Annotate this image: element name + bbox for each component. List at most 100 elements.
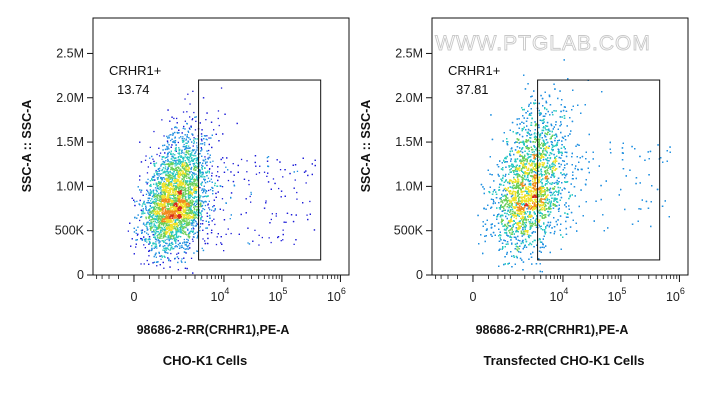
data-point bbox=[163, 156, 165, 158]
data-point bbox=[186, 123, 188, 125]
data-point bbox=[193, 211, 195, 213]
data-point bbox=[193, 192, 196, 194]
data-point bbox=[177, 179, 180, 181]
data-point bbox=[174, 207, 176, 209]
data-point bbox=[282, 176, 284, 178]
data-point bbox=[194, 196, 196, 198]
data-point bbox=[187, 202, 189, 204]
data-point bbox=[156, 230, 158, 233]
data-point bbox=[184, 170, 186, 172]
data-point bbox=[211, 229, 213, 231]
data-point bbox=[194, 189, 196, 191]
data-point bbox=[152, 192, 154, 194]
data-point bbox=[188, 212, 191, 214]
data-point bbox=[175, 217, 177, 219]
data-point bbox=[167, 252, 169, 254]
data-point bbox=[188, 180, 190, 182]
data-point bbox=[158, 213, 160, 215]
data-point bbox=[174, 194, 177, 196]
data-point bbox=[154, 253, 157, 256]
data-point bbox=[168, 210, 170, 212]
data-point bbox=[194, 190, 196, 192]
data-point bbox=[178, 185, 180, 187]
data-point bbox=[170, 150, 172, 152]
data-point bbox=[191, 217, 193, 219]
data-point bbox=[196, 160, 198, 162]
data-point bbox=[181, 261, 183, 263]
data-point bbox=[185, 165, 187, 168]
data-point bbox=[158, 214, 161, 216]
data-point bbox=[167, 210, 169, 212]
data-point bbox=[159, 206, 161, 208]
data-point bbox=[135, 232, 137, 234]
data-point bbox=[182, 177, 185, 179]
data-point bbox=[164, 200, 166, 202]
data-point bbox=[169, 196, 171, 198]
data-point bbox=[199, 162, 201, 164]
data-point bbox=[284, 195, 286, 197]
data-point bbox=[145, 209, 148, 211]
data-point bbox=[174, 175, 176, 177]
data-point bbox=[202, 229, 204, 231]
data-point bbox=[181, 140, 184, 142]
data-point bbox=[175, 224, 177, 226]
data-point bbox=[180, 206, 183, 208]
data-point bbox=[196, 185, 198, 187]
data-point bbox=[190, 257, 193, 259]
data-point bbox=[265, 200, 267, 202]
data-point bbox=[168, 171, 170, 173]
data-point bbox=[161, 195, 163, 198]
data-point bbox=[173, 197, 176, 200]
data-point bbox=[243, 178, 246, 180]
data-point bbox=[161, 177, 163, 180]
data-point bbox=[174, 190, 176, 192]
data-point bbox=[193, 252, 195, 254]
data-point bbox=[141, 238, 144, 240]
data-point bbox=[165, 251, 167, 254]
data-point bbox=[267, 165, 269, 167]
data-point bbox=[175, 231, 177, 233]
data-point bbox=[154, 245, 156, 248]
data-point bbox=[265, 202, 267, 204]
data-point bbox=[145, 216, 147, 218]
data-point bbox=[158, 173, 160, 175]
data-point bbox=[155, 243, 157, 246]
data-point bbox=[195, 165, 197, 167]
data-point bbox=[178, 184, 181, 187]
data-point bbox=[196, 206, 198, 208]
data-point bbox=[166, 202, 169, 205]
data-point bbox=[205, 227, 207, 229]
data-point bbox=[192, 216, 194, 219]
data-point bbox=[186, 267, 188, 270]
data-point bbox=[180, 221, 182, 223]
data-point bbox=[161, 203, 164, 205]
data-point bbox=[170, 204, 172, 207]
data-point bbox=[170, 188, 173, 190]
data-point bbox=[211, 165, 213, 167]
data-point bbox=[192, 231, 194, 233]
data-point bbox=[161, 212, 163, 214]
data-point bbox=[180, 214, 182, 216]
data-point bbox=[266, 160, 269, 162]
data-point bbox=[151, 247, 153, 250]
data-point bbox=[179, 207, 181, 210]
data-point bbox=[182, 182, 184, 184]
data-point bbox=[199, 199, 201, 201]
data-point bbox=[165, 199, 167, 201]
data-point bbox=[183, 209, 186, 211]
data-point bbox=[185, 181, 187, 183]
data-point bbox=[245, 198, 247, 200]
data-point bbox=[177, 132, 179, 134]
data-point bbox=[197, 235, 199, 237]
data-point bbox=[188, 210, 190, 212]
data-point bbox=[166, 224, 168, 226]
data-point bbox=[188, 167, 191, 170]
data-point bbox=[175, 157, 177, 159]
data-point bbox=[170, 248, 172, 250]
data-point bbox=[180, 172, 182, 174]
data-point bbox=[196, 167, 198, 169]
data-point bbox=[182, 211, 184, 213]
data-point bbox=[189, 161, 192, 163]
data-point bbox=[166, 238, 168, 241]
data-point bbox=[161, 203, 163, 205]
